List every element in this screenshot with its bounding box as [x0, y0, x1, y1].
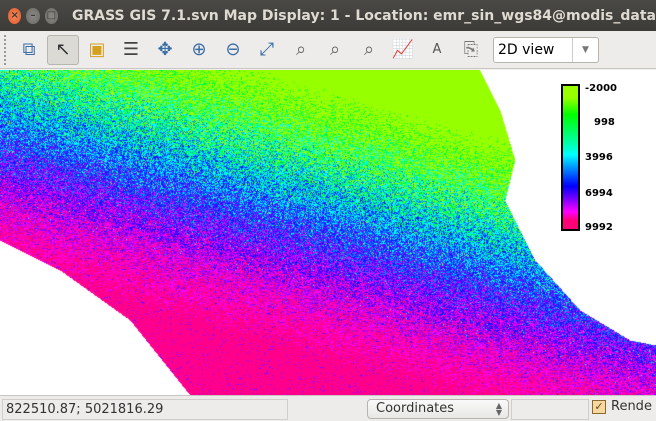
- zoom-menu-icon[interactable]: ⌕: [363, 39, 375, 60]
- legend-label: 6994: [585, 188, 613, 199]
- maximize-window-button[interactable]: □: [44, 7, 58, 24]
- chevron-down-icon[interactable]: ▼: [572, 37, 598, 62]
- render-checkbox[interactable]: ✓ Rende: [592, 399, 652, 414]
- legend-label: 3996: [585, 152, 613, 163]
- map-toolbar: ⧉ ↖ ▣ ☰ ✥ ⊕ ⊖ ⤢ ⌕ ⌕ ⌕ 📈 A ⎘ 2D view ▼: [0, 31, 656, 69]
- legend-label: -2000: [585, 83, 617, 94]
- minimize-window-button[interactable]: –: [26, 7, 40, 24]
- zoom-extent-icon[interactable]: ⤢: [259, 39, 275, 60]
- select-icon[interactable]: ▣: [88, 39, 106, 60]
- status-mode-select[interactable]: Coordinates ▲ ▼: [367, 399, 509, 419]
- add-map-icon[interactable]: ⧉: [22, 39, 36, 60]
- checkbox-checked-icon[interactable]: ✓: [592, 399, 606, 414]
- query-icon[interactable]: ☰: [122, 39, 140, 60]
- zoom-in-icon[interactable]: ⊕: [191, 39, 207, 60]
- overlay-icon[interactable]: A: [432, 42, 442, 57]
- save-icon[interactable]: ⎘: [463, 39, 479, 60]
- legend-color-bar: [561, 84, 580, 231]
- status-bar: 822510.87; 5021816.29 Coordinates ▲ ▼ ✓ R…: [0, 395, 656, 421]
- pointer-icon[interactable]: ↖: [47, 34, 79, 65]
- zoom-region-icon[interactable]: ⌕: [295, 39, 307, 60]
- coordinates-display: 822510.87; 5021816.29: [2, 399, 288, 420]
- pan-icon[interactable]: ✥: [157, 39, 173, 60]
- spinner-arrows-icon: ▲ ▼: [495, 401, 502, 417]
- legend-label: 998: [594, 117, 615, 128]
- zoom-back-icon[interactable]: ⌕: [329, 39, 341, 60]
- zoom-out-icon[interactable]: ⊖: [225, 39, 241, 60]
- legend-label: 9992: [585, 222, 613, 233]
- close-window-button[interactable]: ×: [8, 7, 22, 24]
- map-canvas[interactable]: [0, 70, 656, 395]
- status-mode-value: Coordinates: [376, 401, 455, 416]
- toolbar-grip[interactable]: [4, 34, 7, 65]
- title-bar: × – □ GRASS GIS 7.1.svn Map Display: 1 -…: [0, 0, 656, 31]
- progress-area: [511, 399, 589, 420]
- window-title: GRASS GIS 7.1.svn Map Display: 1 - Locat…: [71, 7, 656, 24]
- analyze-icon[interactable]: 📈: [391, 39, 415, 60]
- view-mode-select[interactable]: 2D view ▼: [493, 36, 599, 63]
- view-mode-value: 2D view: [498, 41, 555, 58]
- render-label: Rende: [611, 399, 652, 414]
